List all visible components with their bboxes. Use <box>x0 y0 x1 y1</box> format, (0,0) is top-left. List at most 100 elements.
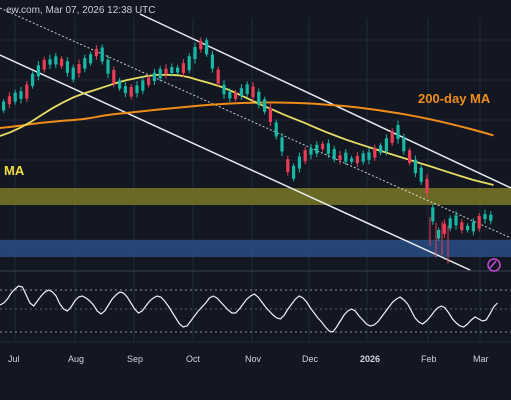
candle-down <box>460 222 464 231</box>
candle-up <box>489 214 493 221</box>
candle-up <box>210 54 214 69</box>
candle-up <box>2 101 6 111</box>
candle-up <box>419 167 423 182</box>
candle-up <box>54 56 58 65</box>
x-tick-label: Feb <box>421 354 437 364</box>
candle-down <box>216 69 220 84</box>
candle-up <box>257 91 261 105</box>
candle-up <box>483 214 487 220</box>
ma-label: MA <box>4 163 25 178</box>
candle-up <box>123 86 127 94</box>
candle-up <box>89 54 93 64</box>
candle-up <box>135 85 139 94</box>
x-tick-label: Sep <box>127 354 143 364</box>
ma200-label: 200-day MA <box>418 91 491 106</box>
candle-up <box>361 153 365 162</box>
candle-down <box>373 147 377 158</box>
tradingview-icon-circle <box>487 258 501 272</box>
x-tick-label: 2026 <box>360 354 380 364</box>
x-tick-label: Nov <box>245 354 262 364</box>
ma100-line <box>0 73 494 186</box>
resistance-zone <box>0 188 511 205</box>
candle-up <box>263 99 267 112</box>
rsi-line <box>0 285 498 333</box>
candle-up <box>396 125 400 140</box>
candle-up <box>466 225 470 231</box>
candle-up <box>402 137 406 152</box>
candle-up <box>309 148 313 155</box>
candle-down <box>60 58 64 67</box>
candle-down <box>181 63 185 74</box>
candle-up <box>245 84 249 95</box>
candle-up <box>13 92 17 102</box>
candle-up <box>454 215 458 226</box>
xaxis-layer: Jul Aug Sep Oct Nov Dec 2026 Feb Mar <box>0 341 511 364</box>
candle-up <box>379 145 383 153</box>
candle-down <box>25 84 29 99</box>
candle-down <box>477 215 481 229</box>
candle-up <box>471 221 475 232</box>
candle-up <box>36 65 40 77</box>
channel-lower-line <box>0 54 471 271</box>
candle-down <box>408 150 412 163</box>
candle-up <box>384 138 388 152</box>
candle-up <box>431 207 435 222</box>
candle-down <box>321 143 325 149</box>
candle-up <box>350 158 354 162</box>
candle-up <box>100 47 104 62</box>
candle-up <box>83 58 87 69</box>
candle-up <box>297 156 301 169</box>
candle-up <box>65 61 69 73</box>
candle-up <box>19 91 23 99</box>
ma-layer <box>0 73 494 186</box>
candle-down <box>425 178 429 193</box>
candle-up <box>193 47 197 60</box>
candle-down <box>355 156 359 164</box>
candle-up <box>106 59 110 74</box>
ma200-line <box>0 101 494 137</box>
candle-down <box>7 96 11 105</box>
candle-down <box>234 92 238 100</box>
header-text: ew.com, Mar 07, 2026 12:38 UTC <box>6 5 156 16</box>
candle-up <box>31 73 35 87</box>
candle-down <box>268 108 272 122</box>
candle-up <box>222 84 226 95</box>
candle-down <box>442 223 446 234</box>
candle-up <box>292 165 296 179</box>
candle-down <box>199 40 203 50</box>
candle-up <box>48 59 52 65</box>
candle-up <box>280 137 284 152</box>
candle-up <box>326 143 330 154</box>
candle-down <box>129 87 133 97</box>
candle-down <box>94 49 98 57</box>
candle-up <box>332 148 336 160</box>
candle-up <box>239 88 243 97</box>
tradingview-icon <box>487 258 501 272</box>
candle-up <box>413 159 417 174</box>
candle-down <box>303 150 307 162</box>
x-tick-label: Oct <box>186 354 201 364</box>
zones-layer <box>0 188 511 257</box>
candle-down <box>286 159 290 172</box>
candle-up <box>437 229 441 239</box>
candle-down <box>147 77 151 85</box>
support-zone <box>0 240 511 257</box>
candle-up <box>448 218 452 229</box>
candle-up <box>205 40 209 55</box>
candle-down <box>112 70 116 84</box>
candle-down <box>390 130 394 143</box>
x-tick-label: Mar <box>473 354 489 364</box>
candle-up <box>228 91 232 99</box>
candle-layer <box>2 37 493 264</box>
x-tick-label: Dec <box>302 354 319 364</box>
candle-up <box>315 144 319 154</box>
candle-up <box>176 67 180 73</box>
rsi-layer <box>0 270 511 333</box>
channel-mid-dotted-line <box>0 7 511 239</box>
candle-down <box>164 68 168 75</box>
candle-up <box>170 67 174 73</box>
candle-down <box>251 86 255 98</box>
candle-down <box>42 59 46 70</box>
